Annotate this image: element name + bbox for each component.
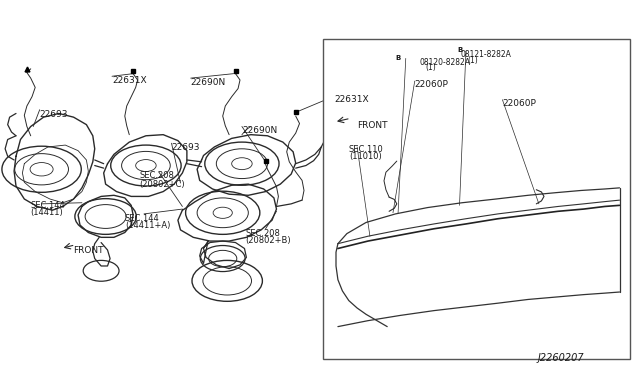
Text: SEC.144: SEC.144	[31, 201, 65, 210]
Text: B: B	[396, 55, 401, 61]
Text: J2260207: J2260207	[538, 353, 584, 363]
Text: 08121-8282A: 08121-8282A	[461, 50, 511, 59]
Text: (20802+B): (20802+B)	[245, 236, 291, 245]
Text: FRONT: FRONT	[74, 246, 104, 254]
Text: (14411): (14411)	[31, 208, 63, 217]
Text: FRONT: FRONT	[357, 121, 388, 130]
Text: SEC.144: SEC.144	[125, 214, 159, 223]
Text: 08120-8282A: 08120-8282A	[419, 58, 470, 67]
Text: SEC.110: SEC.110	[349, 145, 383, 154]
Text: SEC.208: SEC.208	[245, 229, 280, 238]
Text: 22060P: 22060P	[502, 99, 536, 108]
Text: 22690N: 22690N	[242, 126, 277, 135]
Bar	[323, 39, 630, 359]
Text: 22631X: 22631X	[335, 95, 369, 104]
Text: SEC.208: SEC.208	[140, 171, 174, 180]
Text: 22693: 22693	[40, 110, 68, 119]
Text: B: B	[457, 47, 462, 53]
Text: 22060P: 22060P	[415, 80, 449, 89]
Text: 22693: 22693	[172, 143, 200, 152]
Text: (1): (1)	[426, 63, 436, 72]
Text: (1): (1)	[467, 56, 478, 65]
Text: (11010): (11010)	[349, 152, 381, 161]
Text: (14411+A): (14411+A)	[125, 221, 170, 230]
Text: (20802+C): (20802+C)	[140, 180, 185, 189]
Text: 22631X: 22631X	[112, 76, 147, 85]
Text: 22690N: 22690N	[191, 78, 226, 87]
